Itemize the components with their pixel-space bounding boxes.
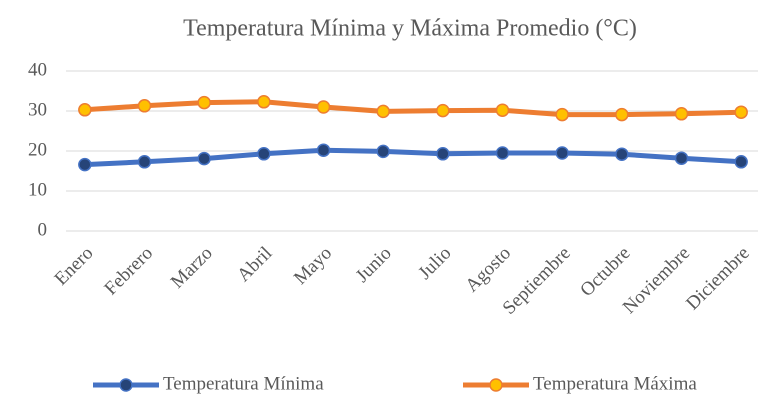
x-tick-label: Octubre <box>576 243 634 301</box>
point <box>436 147 450 161</box>
legend-marker <box>489 378 503 392</box>
point <box>197 95 211 110</box>
x-tick-label: Junio <box>352 243 396 287</box>
x-tick-label: Enero <box>51 243 98 290</box>
legend-marker <box>119 378 133 392</box>
point <box>436 103 450 118</box>
series-line <box>84 99 742 118</box>
point <box>316 143 331 157</box>
point <box>376 144 390 159</box>
y-tick-label: 10 <box>28 179 47 200</box>
point <box>257 95 271 109</box>
point <box>197 151 211 166</box>
point <box>734 105 748 119</box>
point <box>137 155 152 169</box>
point <box>78 103 92 117</box>
point <box>555 107 569 122</box>
y-tick-label: 40 <box>28 59 47 80</box>
x-tick-label: Julio <box>414 243 455 284</box>
point <box>495 146 510 160</box>
point <box>734 155 748 169</box>
x-tick-label: Marzo <box>167 243 217 293</box>
x-tick-label: Abril <box>233 243 276 286</box>
y-tick-label: 20 <box>28 139 47 160</box>
series-line <box>84 147 742 168</box>
point <box>257 147 271 161</box>
point <box>376 104 390 119</box>
point <box>615 107 629 122</box>
legend-label: Temperatura Mínima <box>163 373 324 394</box>
point <box>674 107 689 121</box>
y-tick-label: 0 <box>38 219 48 240</box>
point <box>615 147 629 161</box>
x-tick-label: Mayo <box>290 243 336 289</box>
legend-label: Temperatura Máxima <box>533 373 697 394</box>
x-tick-label: Diciembre <box>682 243 754 315</box>
point <box>137 99 152 113</box>
x-tick-label: Agosto <box>461 243 515 297</box>
point <box>674 151 689 165</box>
point <box>78 157 92 172</box>
point <box>555 146 569 160</box>
chart-title: Temperatura Mínima y Máxima Promedio (°C… <box>183 16 637 42</box>
y-tick-label: 30 <box>28 99 47 120</box>
x-tick-label: Febrero <box>100 243 157 300</box>
point <box>495 103 510 117</box>
point <box>316 100 331 114</box>
